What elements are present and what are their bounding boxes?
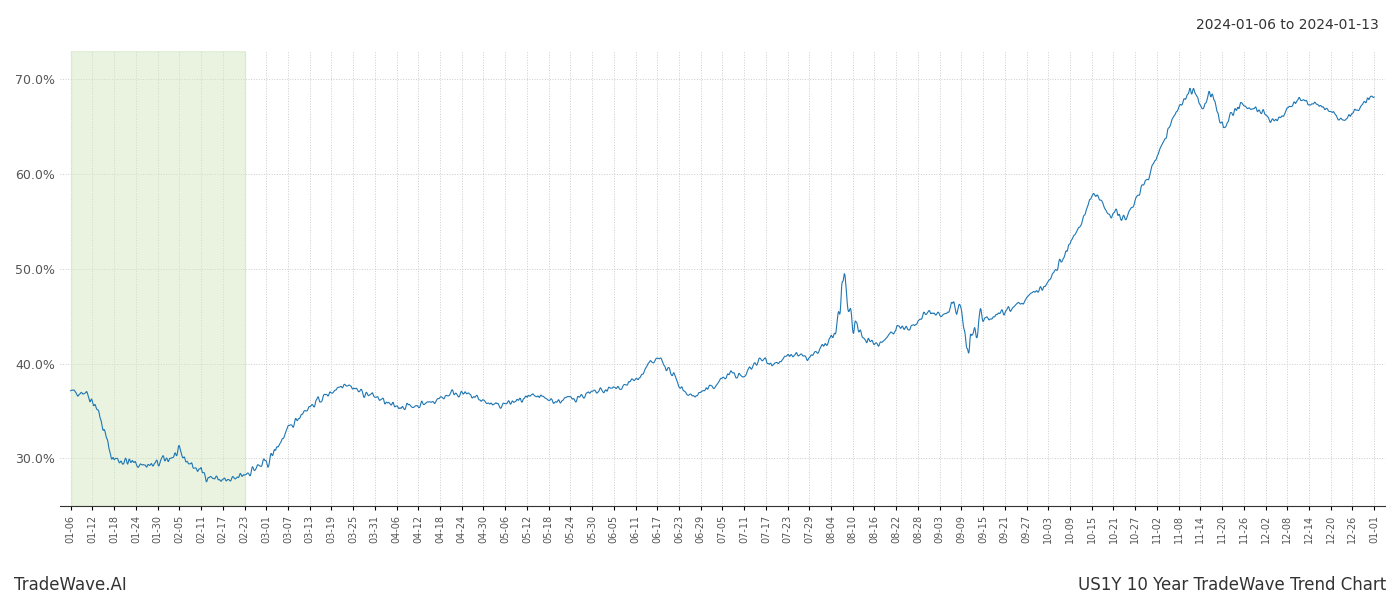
Bar (71, 51, 245, 506)
Text: US1Y 10 Year TradeWave Trend Chart: US1Y 10 Year TradeWave Trend Chart (1078, 576, 1386, 594)
Text: 2024-01-06 to 2024-01-13: 2024-01-06 to 2024-01-13 (1196, 18, 1379, 32)
Text: TradeWave.AI: TradeWave.AI (14, 576, 127, 594)
